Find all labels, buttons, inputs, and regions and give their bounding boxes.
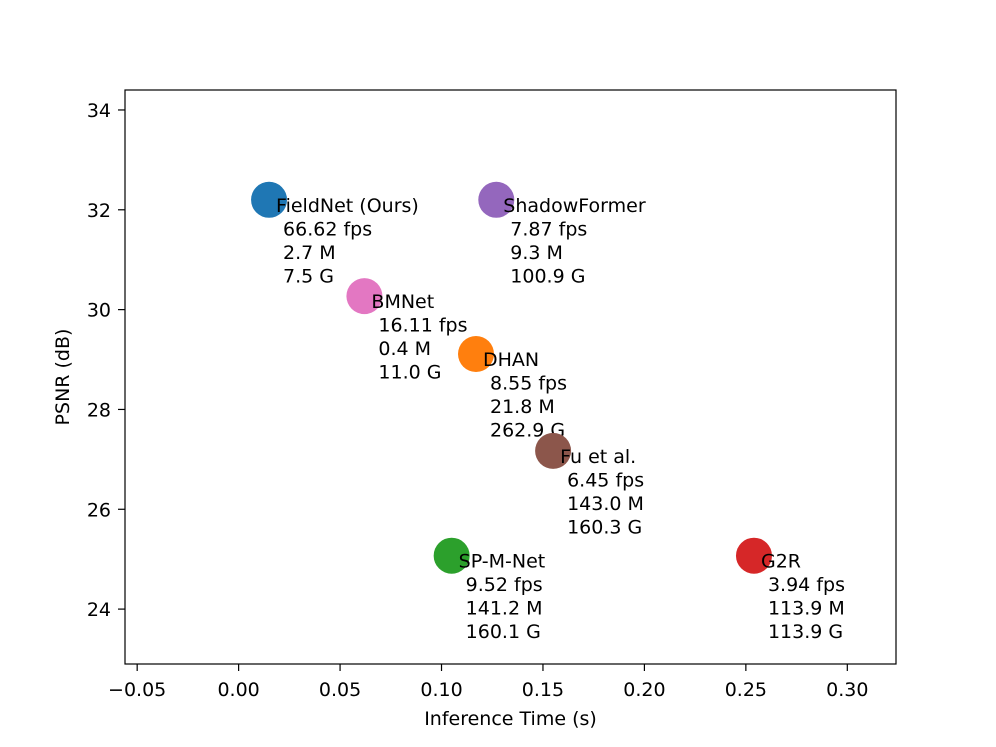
point-name-label: SP-M-Net <box>459 551 546 573</box>
x-tick-label: 0.10 <box>420 679 462 701</box>
point-flops-label: 113.9 G <box>768 621 843 643</box>
x-tick-label: 0.30 <box>826 679 868 701</box>
data-point-sp-m-net <box>433 537 470 574</box>
point-fps-label: 66.62 fps <box>283 218 372 240</box>
point-name-label: Fu et al. <box>560 446 636 468</box>
point-name-label: FieldNet (Ours) <box>276 195 419 217</box>
point-flops-label: 160.3 G <box>567 516 642 538</box>
y-tick-label: 30 <box>87 300 111 322</box>
y-tick-label: 26 <box>87 499 111 521</box>
point-fps-label: 6.45 fps <box>567 469 644 491</box>
data-point-fieldnet-ours <box>251 181 288 218</box>
point-fps-label: 16.11 fps <box>378 315 467 337</box>
point-params-label: 113.9 M <box>768 598 845 620</box>
data-point-shadowformer <box>478 181 515 218</box>
point-params-label: 21.8 M <box>490 396 555 418</box>
point-params-label: 143.0 M <box>567 493 644 515</box>
x-axis-ticks: −0.05 0.00 0.05 0.10 0.15 0.20 0.25 0.30 <box>108 664 868 701</box>
point-flops-label: 160.1 G <box>466 621 541 643</box>
point-name-label: BMNet <box>371 291 434 313</box>
x-tick-label: 0.00 <box>217 679 259 701</box>
data-point-g2r <box>735 537 772 574</box>
data-point-fu-et-al <box>535 432 572 469</box>
point-name-label: G2R <box>761 551 801 573</box>
y-tick-label: 32 <box>87 200 111 222</box>
x-tick-label: 0.05 <box>319 679 361 701</box>
point-params-label: 9.3 M <box>510 242 563 264</box>
point-name-label: DHAN <box>483 349 539 371</box>
x-tick-label: −0.05 <box>108 679 166 701</box>
point-flops-label: 100.9 G <box>510 265 585 287</box>
x-tick-label: 0.15 <box>522 679 564 701</box>
x-tick-label: 0.20 <box>623 679 665 701</box>
data-point-bmnet <box>346 278 383 315</box>
y-tick-label: 28 <box>87 399 111 421</box>
y-tick-label: 34 <box>87 100 111 122</box>
point-fps-label: 8.55 fps <box>490 373 567 395</box>
point-fps-label: 7.87 fps <box>510 218 587 240</box>
x-tick-label: 0.25 <box>725 679 767 701</box>
y-tick-label: 24 <box>87 599 111 621</box>
x-axis-label: Inference Time (s) <box>424 708 597 730</box>
point-fps-label: 9.52 fps <box>466 574 543 596</box>
plot-area-frame <box>124 89 897 665</box>
point-params-label: 141.2 M <box>466 598 543 620</box>
point-fps-label: 3.94 fps <box>768 574 845 596</box>
point-params-label: 2.7 M <box>283 242 336 264</box>
data-point-dhan <box>458 336 495 373</box>
point-name-label: ShadowFormer <box>503 195 646 217</box>
point-flops-label: 7.5 G <box>283 265 334 287</box>
y-axis-label: PSNR (dB) <box>52 329 74 426</box>
y-axis-ticks: 24 26 28 30 32 34 <box>87 100 125 621</box>
point-params-label: 0.4 M <box>378 338 431 360</box>
point-flops-label: 11.0 G <box>378 362 441 384</box>
